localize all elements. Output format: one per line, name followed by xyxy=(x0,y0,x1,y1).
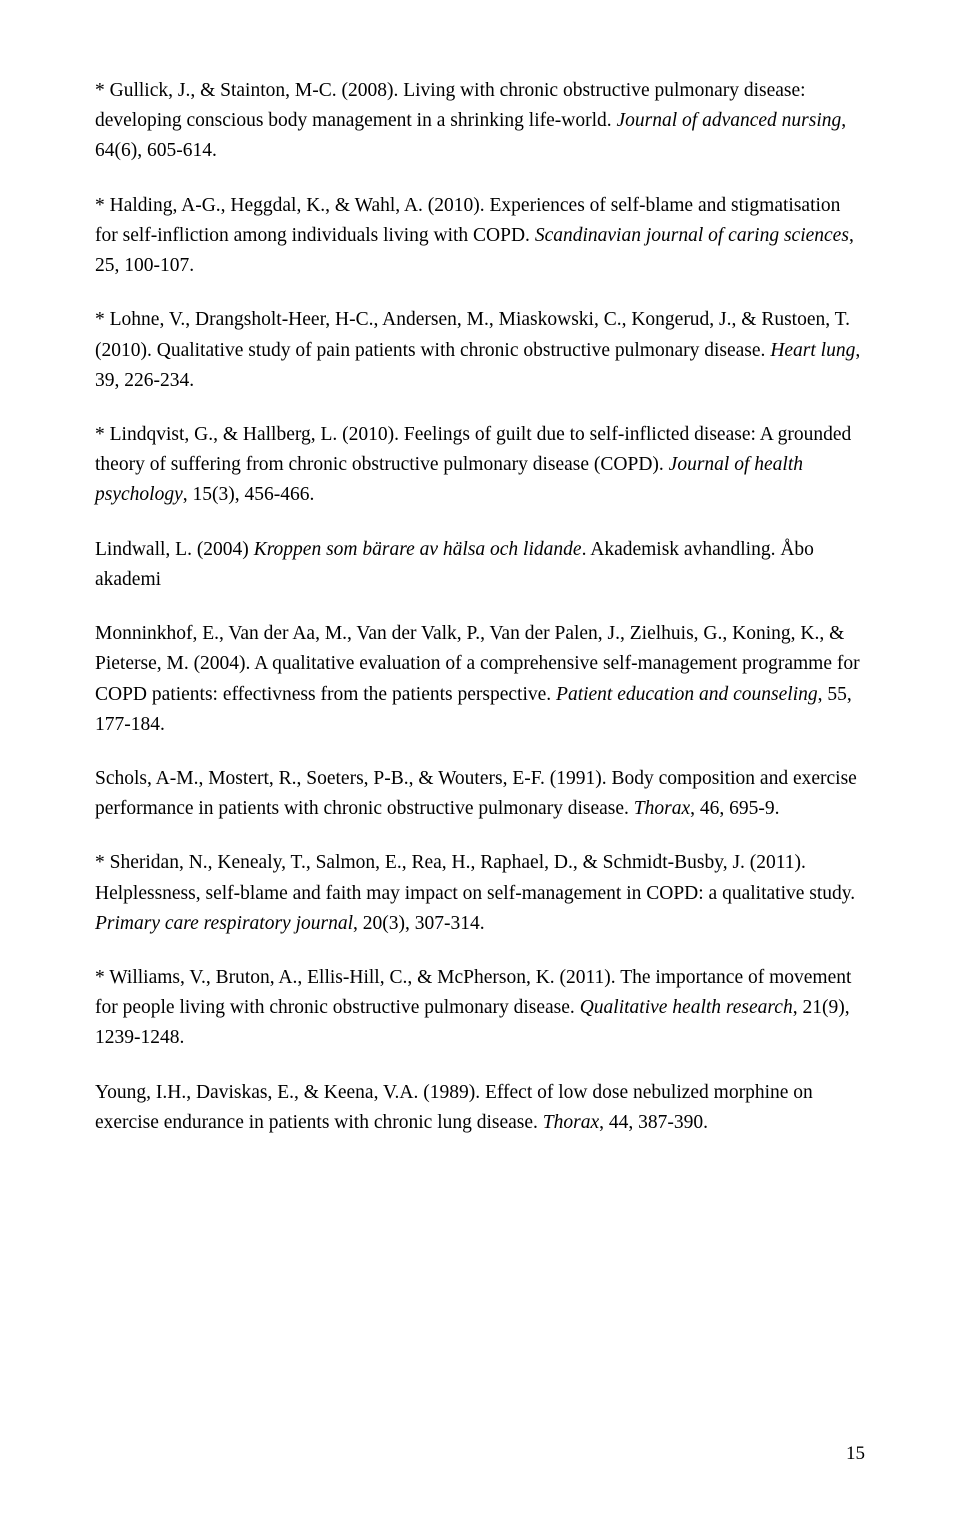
reference-entry: * Lohne, V., Drangsholt-Heer, H-C., Ande… xyxy=(95,305,865,396)
reference-italic: Heart lung xyxy=(770,340,855,361)
reference-entry: Lindwall, L. (2004) Kroppen som bärare a… xyxy=(95,535,865,595)
reference-prefix: Lindwall, L. (2004) xyxy=(95,539,254,560)
reference-entry: * Gullick, J., & Stainton, M-C. (2008). … xyxy=(95,76,865,167)
reference-italic: Journal of advanced nursing xyxy=(617,110,842,131)
reference-entry: Schols, A-M., Mostert, R., Soeters, P-B.… xyxy=(95,764,865,824)
reference-italic: Qualitative health research xyxy=(580,997,793,1018)
reference-italic: Scandinavian journal of caring sciences xyxy=(535,225,849,246)
reference-prefix: * Sheridan, N., Kenealy, T., Salmon, E.,… xyxy=(95,852,855,903)
reference-entry: Young, I.H., Daviskas, E., & Keena, V.A.… xyxy=(95,1078,865,1138)
reference-entry: * Williams, V., Bruton, A., Ellis-Hill, … xyxy=(95,963,865,1054)
reference-italic: Patient education and counseling xyxy=(556,684,818,705)
reference-suffix: , 15(3), 456-466. xyxy=(183,484,315,505)
reference-entry: Monninkhof, E., Van der Aa, M., Van der … xyxy=(95,619,865,740)
reference-suffix: , 20(3), 307-314. xyxy=(353,913,485,934)
reference-italic: Thorax xyxy=(543,1112,599,1133)
reference-entry: * Lindqvist, G., & Hallberg, L. (2010). … xyxy=(95,420,865,511)
page-number: 15 xyxy=(846,1443,865,1465)
reference-entry: * Sheridan, N., Kenealy, T., Salmon, E.,… xyxy=(95,848,865,939)
reference-italic: Thorax xyxy=(634,798,690,819)
reference-suffix: , 46, 695-9. xyxy=(690,798,779,819)
reference-prefix: * Lohne, V., Drangsholt-Heer, H-C., Ande… xyxy=(95,309,850,360)
reference-entry: * Halding, A-G., Heggdal, K., & Wahl, A.… xyxy=(95,191,865,282)
reference-italic: Primary care respiratory journal xyxy=(95,913,353,934)
reference-italic: Kroppen som bärare av hälsa och lidande xyxy=(254,539,582,560)
document-page: * Gullick, J., & Stainton, M-C. (2008). … xyxy=(0,0,960,1515)
reference-suffix: , 44, 387-390. xyxy=(599,1112,708,1133)
